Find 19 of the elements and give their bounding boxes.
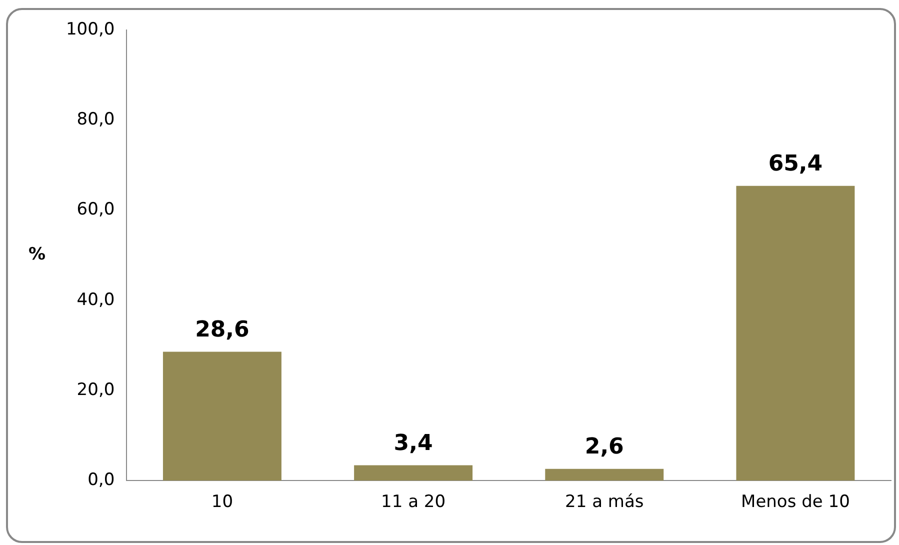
data-label: 65,4 <box>768 152 823 177</box>
y-tick-label: 0,0 <box>88 470 115 490</box>
y-tick-label: 80,0 <box>76 110 115 130</box>
x-tick-label: 11 a 20 <box>381 492 446 512</box>
bar <box>736 186 855 481</box>
y-axis-title: % <box>28 244 46 265</box>
bar <box>354 465 473 481</box>
y-tick-label: 100,0 <box>66 19 115 40</box>
x-tick-label: Menos de 10 <box>741 492 850 512</box>
bar <box>545 468 664 481</box>
data-label: 28,6 <box>195 317 250 342</box>
y-tick-label: 60,0 <box>76 200 115 220</box>
y-tick-label: 40,0 <box>76 290 115 310</box>
x-tick-label: 21 a más <box>565 492 644 512</box>
data-label: 3,4 <box>394 431 433 456</box>
y-tick-label: 20,0 <box>76 380 115 400</box>
bar <box>162 352 282 481</box>
data-label: 2,6 <box>584 434 624 460</box>
x-tick-label: 10 <box>211 492 234 512</box>
